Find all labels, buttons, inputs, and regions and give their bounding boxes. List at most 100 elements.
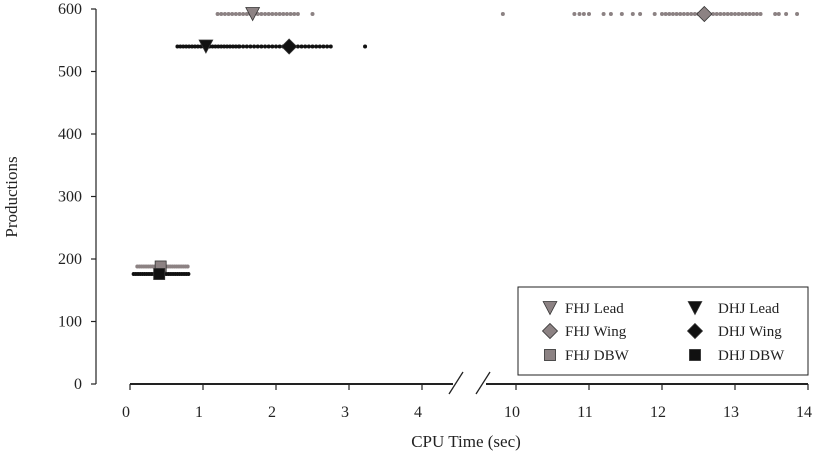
legend-marker [689,349,701,361]
data-point [222,12,227,16]
data-point [226,12,231,16]
data-point [325,44,330,49]
y-tick-label: 0 [74,376,82,393]
data-point [187,44,192,49]
x-tick-label: 10 [504,404,520,421]
data-point [743,12,748,16]
data-point [685,12,690,16]
mean-marker [153,268,166,280]
data-point [233,44,238,49]
data-point [241,12,246,16]
data-point [601,12,606,16]
data-point [219,44,224,49]
x-tick-label: 1 [195,404,203,421]
legend-label: FHJ DBW [565,348,630,364]
data-point [714,12,719,16]
data-point [674,12,679,16]
data-point [718,12,723,16]
data-point [795,12,800,16]
legend-label: DHJ DBW [718,348,785,364]
x-tick-label: 13 [723,404,739,421]
data-point [237,12,242,16]
data-point [299,44,304,49]
data-point [692,12,697,16]
data-point [222,44,227,49]
data-point [263,44,268,49]
data-point [663,12,668,16]
data-point [722,12,727,16]
mean-marker [281,38,298,55]
data-point [277,44,282,49]
data-point [178,44,183,49]
data-point [729,12,734,16]
data-point [572,12,577,16]
legend-label: DHJ Lead [718,301,780,317]
data-point [190,44,195,49]
data-point [175,44,180,49]
data-point [314,44,319,49]
data-point [219,12,224,16]
data-point [186,272,191,276]
data-point [670,12,675,16]
data-point [638,12,643,16]
data-point [181,44,186,49]
data-point [652,12,657,16]
data-point [608,12,613,16]
data-point [740,12,745,16]
mean-marker [696,5,713,23]
data-point [259,44,264,49]
data-point [773,12,778,16]
y-tick-label: 400 [58,126,82,143]
y-tick-label: 100 [58,314,82,331]
x-tick-label: 12 [650,404,666,421]
data-point [241,44,246,49]
data-point [630,12,635,16]
mean-marker [198,39,214,54]
data-point [317,44,322,49]
data-point [252,44,257,49]
data-point [363,44,368,49]
data-point [184,44,189,49]
data-point [237,44,242,49]
x-tick-label: 0 [122,404,130,421]
data-point [288,12,293,16]
data-point [228,44,233,49]
data-point [270,44,275,49]
legend-label: FHJ Lead [565,301,624,317]
data-point [758,12,763,16]
data-point [266,44,271,49]
data-point [274,12,278,16]
x-tick-label: 3 [341,404,349,421]
legend-box [517,286,809,376]
x-tick-label: 2 [268,404,276,421]
data-point [292,12,297,16]
legend-marker [687,301,703,316]
y-tick-label: 200 [58,251,82,268]
data-point [185,264,190,269]
data-point [266,12,271,16]
data-point [263,12,268,16]
data-point [213,44,218,49]
data-point [259,12,264,16]
legend-label: FHJ Wing [565,324,627,340]
data-point [660,12,664,16]
x-tick-label: 14 [796,404,812,421]
data-point [303,44,308,49]
data-point [215,12,220,16]
axis-break-mark [448,371,464,395]
y-tick-label: 300 [58,189,82,206]
data-point [500,12,505,16]
data-point [255,44,260,49]
y-axis-title: Productions [2,156,21,237]
x-axis-title: CPU Time (sec) [411,432,521,451]
data-point [244,12,249,16]
data-point [210,44,215,49]
data-point [192,44,197,49]
data-point [689,12,694,16]
data-point [751,12,756,16]
data-point [581,12,586,16]
data-point [725,12,730,16]
data-point [284,12,289,16]
mean-marker [245,7,261,22]
